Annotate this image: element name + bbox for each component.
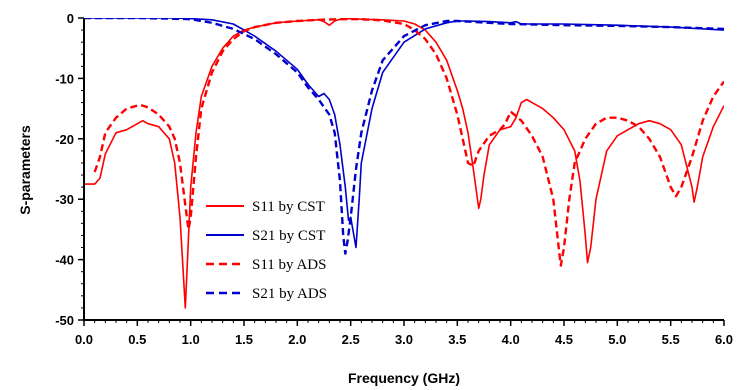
legend: S11 by CST S21 by CST S11 by ADS S21 by ADS [206,199,327,302]
x-tick-label: 0.5 [128,332,146,347]
x-tick-label: 5.5 [662,332,680,347]
y-tick-label: -20 [55,132,74,147]
x-tick-label: 0.0 [75,332,93,347]
x-axis-title: Frequency (GHz) [348,370,460,386]
x-tick-label: 5.0 [608,332,626,347]
y-tick-label: -30 [55,192,74,207]
x-tick-label: 1.0 [182,332,200,347]
x-ticks: 0.0 0.5 1.0 1.5 2.0 2.5 3.0 3.5 4.0 4.5 5.0 5.5 6.0 [75,320,733,347]
x-tick-label: 6.0 [715,332,733,347]
x-tick-label: 3.0 [395,332,413,347]
x-tick-label: 2.0 [288,332,306,347]
y-tick-label: -10 [55,71,74,86]
legend-label: S21 by CST [252,228,325,244]
x-tick-label: 1.5 [235,332,253,347]
x-tick-label: 2.5 [342,332,360,347]
y-tick-label: -50 [55,313,74,328]
x-tick-label: 4.0 [502,332,520,347]
plot-area [84,18,724,320]
y-tick-label: 0 [67,11,74,26]
y-ticks: 0 -10 -20 -30 -40 -50 [55,11,84,328]
series-line-s11-by-cst [84,18,724,309]
x-tick-label: 4.5 [555,332,573,347]
legend-label: S11 by ADS [252,257,326,273]
y-tick-label: -40 [55,253,74,268]
series-layer [84,18,724,309]
x-tick-label: 3.5 [448,332,466,347]
series-line-s11-by-ads [93,18,724,267]
legend-label: S21 by ADS [252,286,327,302]
legend-label: S11 by CST [252,199,325,215]
y-axis-title: S-parameters [17,125,33,215]
series-line-s21-by-ads [84,18,724,255]
